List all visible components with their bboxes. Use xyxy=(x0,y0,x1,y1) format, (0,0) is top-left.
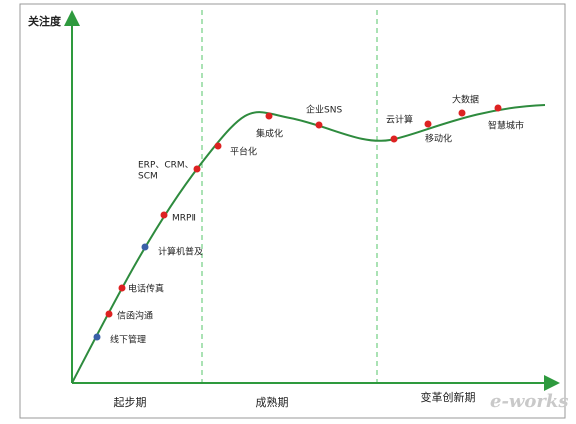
node-point xyxy=(93,333,101,341)
node-point xyxy=(141,243,149,251)
node-label: 平台化 xyxy=(230,146,257,158)
node-label: 电话传真 xyxy=(128,283,164,295)
node-point xyxy=(265,112,273,120)
node-label: 信函沟通 xyxy=(117,310,153,322)
node-label: 智慧城市 xyxy=(488,120,524,132)
node-point xyxy=(458,109,466,117)
node-label: 计算机普及 xyxy=(158,246,203,258)
watermark: e-works xyxy=(490,391,569,412)
node-label: 大数据 xyxy=(452,94,479,106)
node-point xyxy=(424,120,432,128)
node-label: 云计算 xyxy=(386,114,413,126)
node-label: 企业SNS xyxy=(306,104,342,116)
node-point xyxy=(494,104,502,112)
node-point xyxy=(105,310,113,318)
node-point xyxy=(160,211,168,219)
node-point xyxy=(214,142,222,150)
node-point xyxy=(390,135,398,143)
phase-label: 成熟期 xyxy=(256,395,289,409)
node-label: SCM xyxy=(138,172,158,182)
phase-label: 起步期 xyxy=(114,396,147,409)
node-label: MRPⅡ xyxy=(172,214,196,224)
node-label: 集成化 xyxy=(256,128,283,140)
node-label: 线下管理 xyxy=(110,334,146,346)
node-point xyxy=(193,165,201,173)
node-point xyxy=(315,121,323,129)
phase-label: 变革创新期 xyxy=(421,390,476,404)
node-label: 移动化 xyxy=(425,133,452,145)
curve xyxy=(71,104,546,384)
y-axis-label: 关注度 xyxy=(28,14,62,28)
node-point xyxy=(118,284,126,292)
node-label: ERP、CRM、 xyxy=(138,161,194,171)
frame xyxy=(19,3,566,419)
